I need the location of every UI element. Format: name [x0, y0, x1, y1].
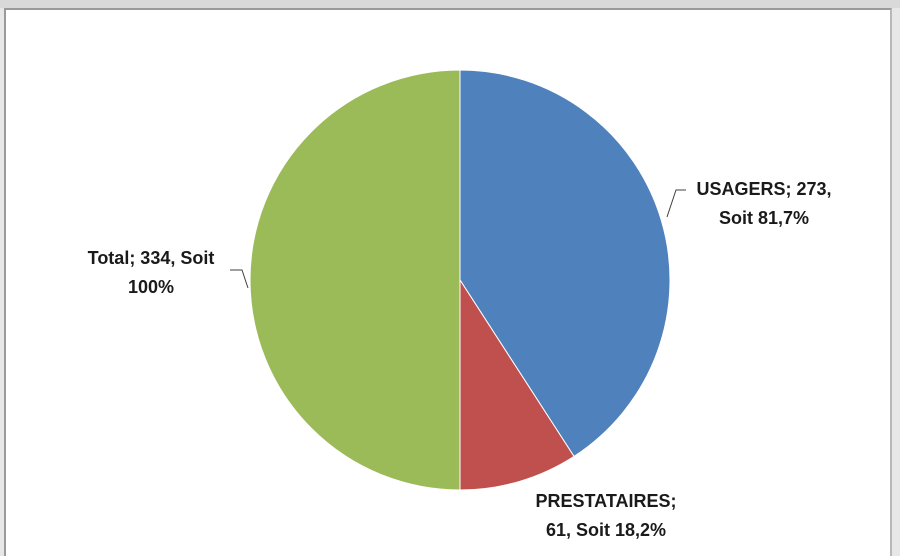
- data-label-total-line1: Total; 334, Soit: [88, 248, 215, 268]
- leader-usagers: [666, 189, 686, 218]
- leader-total: [230, 269, 249, 289]
- data-label-prestataires-line2: 61, Soit 18,2%: [546, 520, 666, 540]
- leader-lines: [230, 189, 686, 289]
- window-top-strip: [0, 0, 900, 8]
- pie-slice-prestataires: [459, 278, 575, 491]
- data-label-prestataires-line1: PRESTATAIRES;: [535, 491, 676, 511]
- pie-slice-usagers: [459, 69, 671, 458]
- data-label-usagers-line1: USAGERS; 273,: [696, 179, 831, 199]
- data-label-total-line2: 100%: [128, 277, 174, 297]
- data-label-usagers-line2: Soit 81,7%: [719, 208, 809, 228]
- pie-slices: [249, 69, 671, 491]
- pie-slice-total: [249, 69, 461, 491]
